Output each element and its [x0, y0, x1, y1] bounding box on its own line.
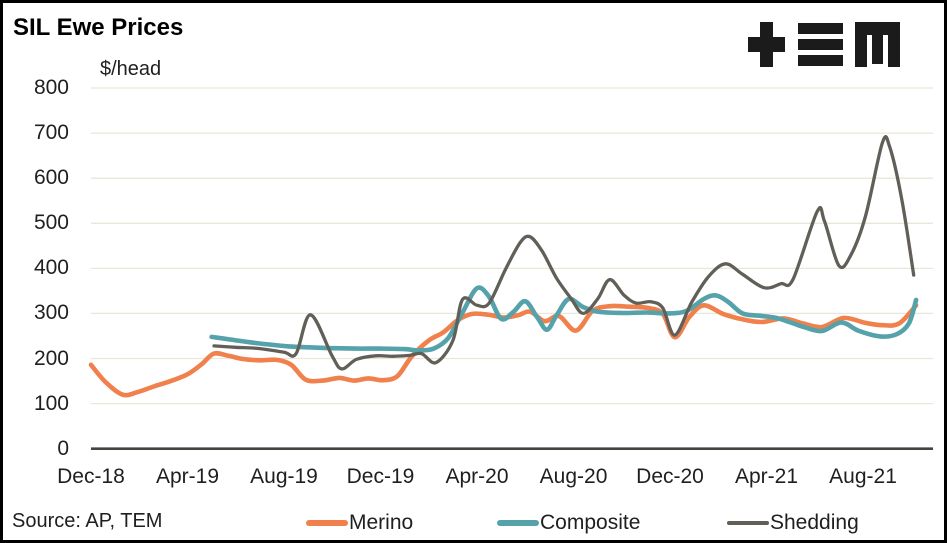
shedding-line-series: [212, 134, 916, 371]
x-tick-label-aug-19: Aug-19: [250, 465, 318, 488]
x-tick-label-dec-20: Dec-20: [636, 465, 704, 488]
legend-label-merino: Merino: [349, 511, 414, 534]
legend-item-merino: Merino: [306, 510, 413, 536]
shedding-line-swatch-icon: [727, 520, 769, 526]
x-tick-label-dec-18: Dec-18: [57, 465, 125, 488]
y-tick-label-400: 400: [33, 256, 69, 280]
line-chart-plot: [88, 87, 933, 451]
y-tick-label-0: 0: [57, 436, 69, 460]
y-tick-label-700: 700: [33, 121, 69, 145]
y-tick-label-100: 100: [33, 391, 69, 415]
legend-label-composite: Composite: [540, 511, 641, 534]
y-tick-label-500: 500: [33, 211, 69, 235]
merino-line-series: [88, 303, 919, 398]
composite-line-swatch-icon: [497, 520, 539, 526]
page-title: SIL Ewe Prices: [13, 14, 184, 41]
source-note: Source: AP, TEM: [12, 510, 163, 532]
tem-logo-icon: [748, 22, 900, 67]
legend-item-composite: Composite: [497, 510, 640, 536]
legend-label-shedding: Shedding: [770, 511, 859, 534]
x-tick-label-apr-19: Apr-19: [155, 465, 220, 488]
x-tick-label-apr-20: Apr-20: [445, 465, 509, 488]
y-tick-label-600: 600: [33, 166, 69, 190]
x-tick-label-apr-21: Apr-21: [735, 465, 799, 488]
x-tick-label-aug-21: Aug-21: [829, 465, 897, 488]
y-tick-label-300: 300: [33, 301, 69, 325]
y-tick-label-800: 800: [33, 76, 69, 99]
composite-line-series: [209, 285, 919, 353]
legend-item-shedding: Shedding: [727, 510, 859, 536]
y-tick-label-200: 200: [33, 346, 69, 370]
y-axis-unit-label: $/head: [100, 58, 162, 80]
x-tick-label-aug-20: Aug-20: [539, 465, 608, 488]
merino-line-swatch-icon: [306, 520, 348, 526]
x-tick-label-dec-19: Dec-19: [346, 465, 415, 488]
